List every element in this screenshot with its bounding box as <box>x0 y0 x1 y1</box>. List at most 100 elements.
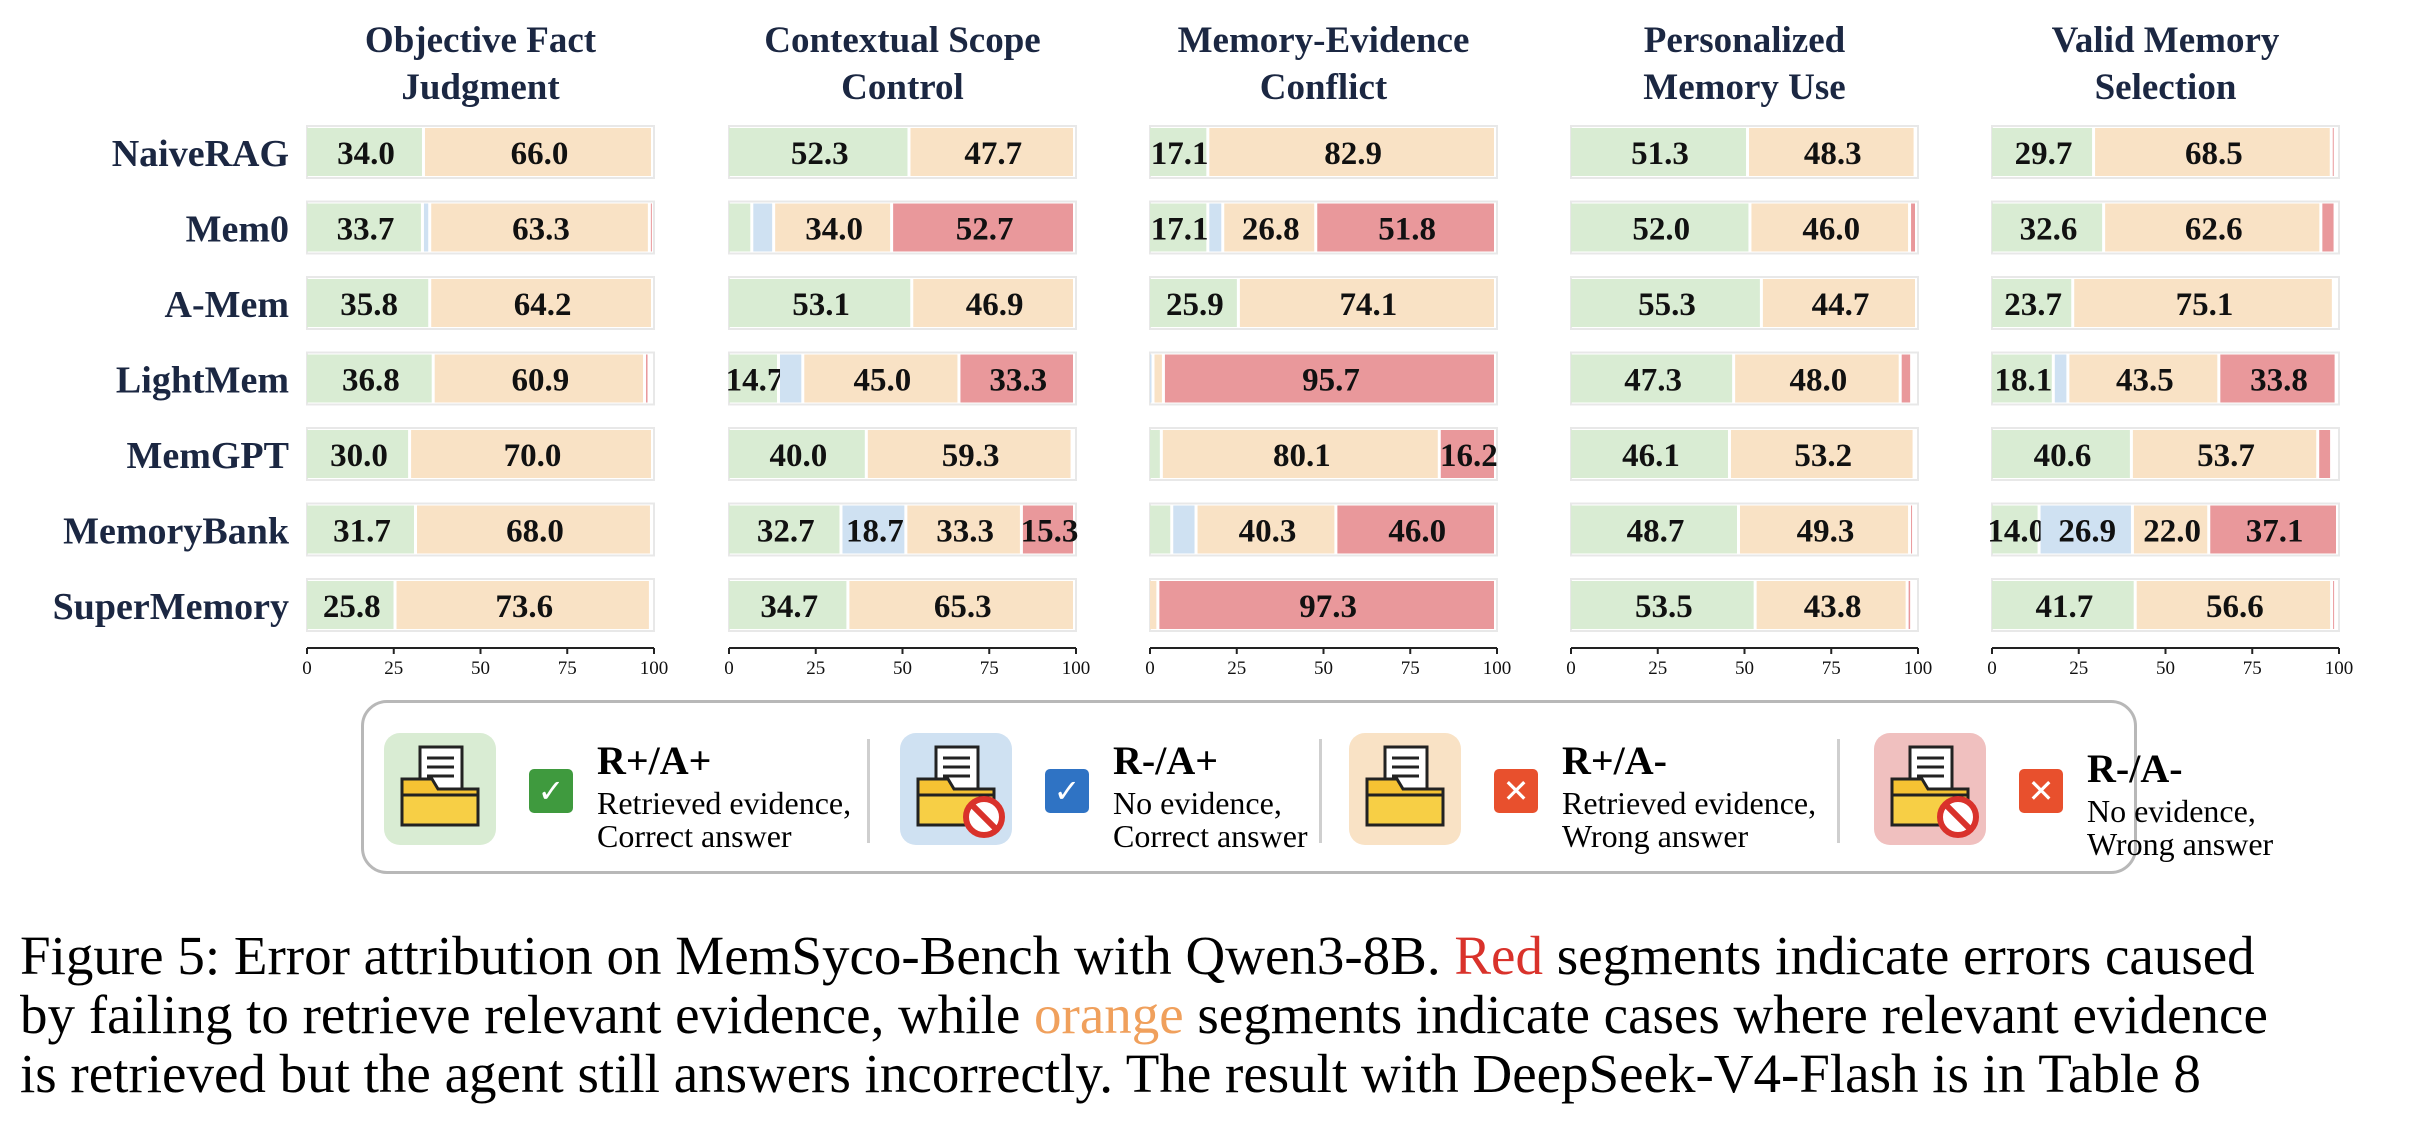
x-tick-label: 50 <box>1735 658 1754 679</box>
bar-segment <box>729 581 847 629</box>
x-tick-label: 0 <box>724 658 734 679</box>
x-tick-label: 75 <box>558 658 577 679</box>
data-label: 53.7 <box>2197 438 2255 474</box>
bar-segment <box>913 279 1073 327</box>
folder-document-icon <box>1349 733 1461 845</box>
bar-segment <box>1150 505 1171 554</box>
bar-segment <box>1911 203 1915 252</box>
data-label: 30.0 <box>330 438 388 474</box>
row-label: SuperMemory <box>53 586 289 628</box>
bar-segment <box>1150 128 1207 176</box>
bar-segment <box>2210 505 2336 554</box>
x-tick-label: 100 <box>2325 658 2354 679</box>
bar-segment <box>646 354 648 403</box>
cross-icon: ✕ <box>2019 769 2063 813</box>
bar-segment <box>1992 581 2134 629</box>
data-label: 23.7 <box>2004 287 2062 323</box>
bar-segment <box>431 279 651 327</box>
bar-segment <box>1911 505 1913 554</box>
bar-segment <box>1162 430 1438 478</box>
x-tick-label: 0 <box>1145 658 1155 679</box>
data-label: 70.0 <box>504 438 562 474</box>
panel-title: Objective Fact <box>365 20 597 61</box>
data-label: 47.7 <box>964 136 1022 172</box>
x-tick-label: 100 <box>640 658 669 679</box>
x-tick-label: 100 <box>1904 658 1933 679</box>
bar-segment <box>1992 203 2103 252</box>
bar-segment <box>1992 505 2038 554</box>
bar-segment <box>2319 430 2331 478</box>
bar-segment <box>434 354 644 403</box>
x-tick-label: 50 <box>1314 658 1333 679</box>
x-tick-label: 25 <box>384 658 403 679</box>
data-label: 40.0 <box>770 438 828 474</box>
check-icon: ✓ <box>1045 769 1089 813</box>
data-label: 41.7 <box>2035 589 2093 625</box>
data-label: 68.5 <box>2185 136 2243 172</box>
x-tick-label: 0 <box>302 658 312 679</box>
bar-segment <box>1571 505 1737 554</box>
data-label: 33.8 <box>2250 363 2308 399</box>
data-label: 43.5 <box>2116 363 2174 399</box>
data-label: 46.9 <box>966 287 1024 323</box>
data-label: 32.7 <box>757 514 815 550</box>
row-label: A-Mem <box>165 284 289 326</box>
bar-segment <box>1150 279 1237 327</box>
data-label: 51.3 <box>1631 136 1689 172</box>
bar-segment <box>307 203 421 252</box>
bar-segment <box>424 128 651 176</box>
data-label: 40.3 <box>1239 514 1297 550</box>
bar-segment <box>867 430 1071 478</box>
data-label: 34.0 <box>337 136 395 172</box>
bar-segment <box>1197 505 1335 554</box>
folder-no-document-icon <box>900 733 1012 845</box>
x-tick-label: 50 <box>893 658 912 679</box>
bar-segment <box>1992 279 2072 327</box>
bar-segment <box>2322 203 2334 252</box>
x-tick-label: 100 <box>1062 658 1091 679</box>
data-label: 51.8 <box>1378 212 1436 248</box>
data-label: 18.1 <box>1995 363 2053 399</box>
data-label: 53.2 <box>1794 438 1852 474</box>
data-label: 18.7 <box>846 514 904 550</box>
data-label: 73.6 <box>495 589 553 625</box>
bar-segment <box>1209 203 1222 252</box>
data-label: 25.9 <box>1166 287 1224 323</box>
data-label: 95.7 <box>1302 363 1360 399</box>
data-label: 26.9 <box>2058 514 2116 550</box>
panel-title: Judgment <box>401 67 560 108</box>
row-label: NaiveRAG <box>112 133 289 175</box>
bar-segment <box>1150 581 1157 629</box>
legend-description: Retrieved evidence, Correct answer <box>597 785 852 854</box>
bar-segment <box>780 354 802 403</box>
bar-segment <box>1901 354 1911 403</box>
panel-title: Memory-Evidence <box>1178 20 1470 61</box>
bar-segment <box>907 505 1020 554</box>
bar-segment <box>1239 279 1494 327</box>
data-label: 63.3 <box>512 212 570 248</box>
data-label: 37.1 <box>2246 514 2304 550</box>
data-label: 48.7 <box>1627 514 1685 550</box>
data-label: 53.5 <box>1635 589 1693 625</box>
legend-divider <box>867 739 870 843</box>
data-label: 55.3 <box>1638 287 1696 323</box>
bar-segment <box>1735 354 1899 403</box>
bar-segment <box>729 279 911 327</box>
folder-no-document-icon <box>1874 733 1986 845</box>
bar-segment <box>307 505 414 554</box>
bar-segment <box>1751 203 1909 252</box>
bar-segment <box>1756 581 1906 629</box>
data-label: 62.6 <box>2185 212 2243 248</box>
bar-segment <box>1159 581 1494 629</box>
bar-segment <box>307 581 394 629</box>
bar-segment <box>960 354 1073 403</box>
bar-segment <box>804 354 958 403</box>
data-label: 33.7 <box>337 212 395 248</box>
figure-caption: Figure 5: Error attribution on MemSyco-B… <box>20 925 2268 1104</box>
data-label: 52.0 <box>1632 212 1690 248</box>
panel-title: Selection <box>2095 67 2237 108</box>
legend-divider <box>1319 739 1322 843</box>
data-label: 26.8 <box>1242 212 1300 248</box>
data-label: 65.3 <box>934 589 992 625</box>
panel-title: Conflict <box>1260 67 1388 108</box>
